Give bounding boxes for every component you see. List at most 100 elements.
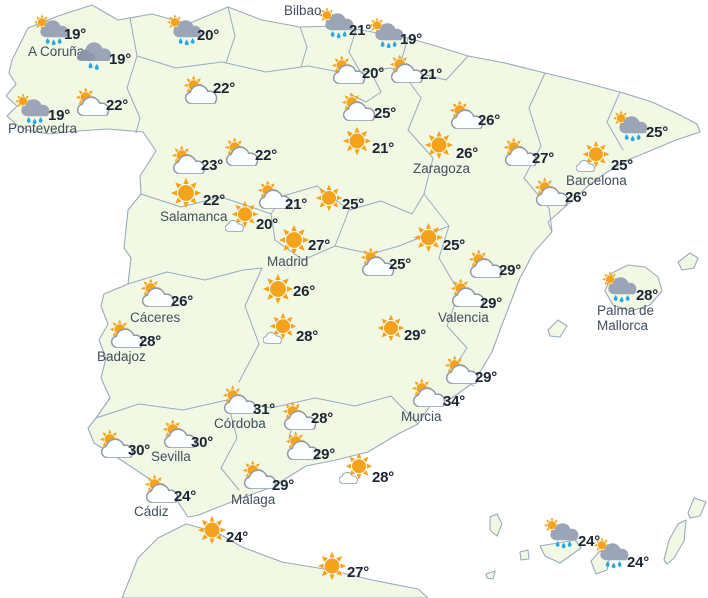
sun-cloud-icon — [328, 54, 366, 84]
temperature-label: 24° — [174, 488, 197, 505]
temperature-label: 25° — [374, 105, 397, 122]
sun-rain-icon — [543, 516, 579, 551]
temperature-label: 19° — [64, 26, 87, 43]
city-label: Pontevedra — [8, 121, 78, 136]
city-label: A Coruña — [28, 44, 85, 59]
temperature-label: 30° — [191, 434, 214, 451]
province-borders — [95, 6, 624, 491]
city-label: Cádiz — [134, 504, 169, 519]
temperature-label: 25° — [646, 124, 669, 141]
temperature-label: 29° — [499, 262, 522, 279]
temperature-label: 20° — [197, 27, 220, 44]
sun-rain-icon — [601, 270, 637, 305]
temperature-label: 26° — [293, 283, 316, 300]
temperature-label: 24° — [226, 529, 249, 546]
temperature-label: 21° — [349, 22, 372, 39]
temperature-label: 28° — [296, 328, 319, 345]
sun-cloud-icon — [221, 136, 259, 166]
temperature-label: 29° — [272, 477, 295, 494]
sun-cloud-icon — [72, 86, 110, 116]
temperature-label: 28° — [372, 469, 395, 486]
rain-icon — [76, 38, 112, 71]
temperature-label: 28° — [139, 333, 162, 350]
city-label: Córdoba — [214, 416, 266, 431]
sun-icon — [316, 550, 348, 582]
sun-icon — [314, 183, 344, 213]
temperature-label: 26° — [456, 145, 479, 162]
sun-icon — [341, 125, 373, 157]
temperature-label: 26° — [478, 112, 501, 129]
temperature-label: 34° — [443, 393, 466, 410]
temperature-label: 21° — [372, 140, 395, 157]
temperature-label: 27° — [308, 237, 331, 254]
sun-icon — [261, 272, 295, 306]
city-label: Cáceres — [130, 310, 181, 325]
lanzarote-island — [687, 497, 707, 519]
temperature-label: 20° — [256, 216, 279, 233]
sun-cloud-icon — [465, 248, 503, 278]
sun-cloud-icon — [408, 377, 446, 407]
sun-icon — [169, 176, 203, 210]
sun-rain-icon — [593, 536, 629, 571]
temperature-label: 25° — [342, 196, 365, 213]
temperature-label: 23° — [201, 157, 224, 174]
temperature-label: 25° — [611, 157, 634, 174]
city-label: Valencia — [438, 310, 489, 325]
temperature-label: 22° — [213, 80, 236, 97]
temperature-label: 19° — [400, 31, 423, 48]
temperature-label: 31° — [253, 401, 276, 418]
el-hierro-island — [485, 570, 496, 580]
ibiza-island — [547, 319, 568, 338]
sun-cloud-icon — [441, 354, 479, 384]
city-label: Palma de Mallorca — [597, 303, 655, 333]
sun-cloud-icon — [338, 91, 376, 121]
city-label: Murcia — [401, 409, 442, 424]
la-gomera-island — [519, 549, 530, 561]
sun-rain-icon — [612, 109, 648, 144]
africa-coast — [121, 523, 429, 598]
sun-rain-icon — [368, 16, 404, 51]
temperature-label: 19° — [109, 51, 132, 68]
temperature-label: 25° — [389, 256, 412, 273]
fuerteventura-island — [663, 519, 687, 565]
temperature-label: 29° — [475, 369, 498, 386]
city-label: Bilbao — [284, 3, 322, 18]
menorca-island — [677, 252, 699, 271]
temperature-label: 24° — [627, 554, 650, 571]
temperature-label: 29° — [480, 295, 503, 312]
temperature-label: 26° — [565, 189, 588, 206]
temperature-label: 28° — [636, 287, 659, 304]
temperature-label: 30° — [128, 442, 151, 459]
sun-cloud-icon — [531, 176, 569, 206]
temperature-label: 29° — [404, 327, 427, 344]
la-palma-island — [489, 513, 503, 537]
temperature-label: 27° — [347, 564, 370, 581]
city-label: Málaga — [231, 492, 276, 507]
city-label: Sevilla — [151, 449, 191, 464]
sun-icon — [196, 514, 228, 546]
temperature-label: 21° — [285, 196, 308, 213]
temperature-label: 22° — [255, 147, 278, 164]
sun-cloud-icon — [386, 53, 424, 83]
city-label: Barcelona — [566, 173, 627, 188]
sun-icon — [412, 221, 445, 254]
temperature-label: 26° — [171, 293, 194, 310]
sun-icon — [376, 313, 406, 343]
temperature-label: 25° — [443, 237, 466, 254]
city-label: Salamanca — [160, 209, 228, 224]
sun-cloud-icon — [219, 384, 257, 414]
temperature-label: 29° — [313, 446, 336, 463]
temperature-label: 22° — [203, 192, 226, 209]
city-label: Badajoz — [97, 349, 146, 364]
sun-small-cloud-icon — [263, 311, 299, 344]
sun-icon — [277, 223, 311, 257]
spain-mainland — [5, 4, 701, 518]
sun-cloud-icon — [137, 277, 175, 307]
sun-icon — [423, 129, 455, 161]
sun-small-cloud-icon — [576, 139, 612, 172]
temperature-label: 21° — [420, 66, 443, 83]
sun-small-cloud-icon — [339, 451, 375, 484]
